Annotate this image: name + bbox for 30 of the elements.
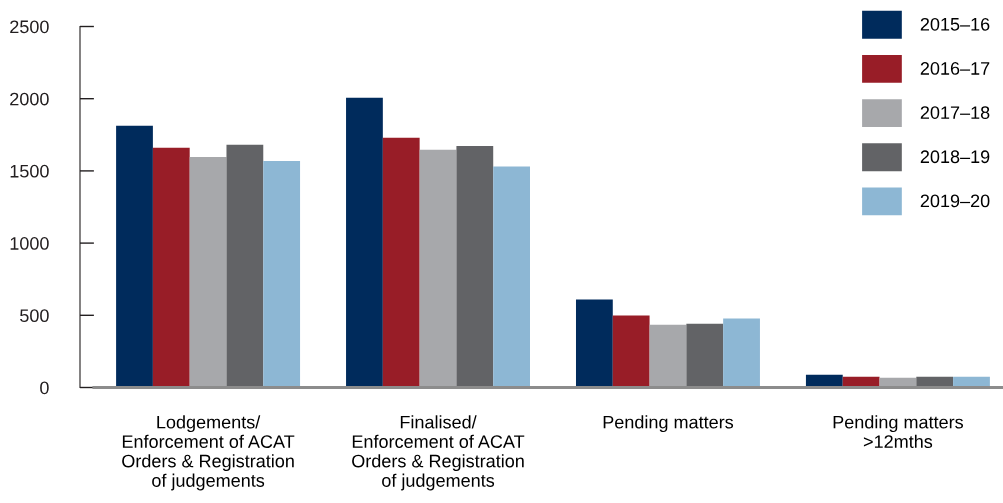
x-tick-label: Pending matters >12mths — [833, 415, 964, 448]
bar — [686, 323, 724, 388]
bar — [116, 125, 153, 388]
y-tick-label: 500 — [20, 309, 49, 323]
bar — [649, 324, 687, 388]
y-tick-label: 2000 — [10, 92, 49, 106]
bar — [263, 160, 301, 388]
bar — [346, 97, 383, 388]
legend-label: 2015–16 — [920, 17, 990, 31]
bar — [575, 299, 613, 388]
bar — [419, 149, 457, 388]
y-tick-label: 1000 — [10, 237, 49, 250]
legend-label: 2019–20 — [920, 194, 990, 208]
legend-label: 2017–18 — [920, 106, 990, 119]
legend-label: 2018–19 — [920, 150, 990, 164]
y-tick-label: 2500 — [10, 20, 49, 34]
legend-label: 2016–17 — [920, 62, 990, 75]
x-tick-label: Finalised/ Enforcement of ACAT Orders & Registration of judgements — [352, 415, 525, 491]
bar — [612, 315, 650, 388]
bar — [226, 144, 264, 388]
bar — [189, 156, 227, 388]
bar — [723, 318, 760, 388]
x-tick-label: Pending matters — [603, 415, 734, 433]
y-tick-label: 0 — [40, 381, 49, 395]
x-tick-label: Lodgements/ Enforcement of ACAT Orders & Registration of judgements — [122, 415, 295, 491]
bar — [382, 137, 420, 388]
bar — [152, 147, 190, 388]
bar — [493, 166, 530, 388]
bar — [456, 145, 494, 388]
y-tick-label: 1500 — [10, 164, 49, 178]
